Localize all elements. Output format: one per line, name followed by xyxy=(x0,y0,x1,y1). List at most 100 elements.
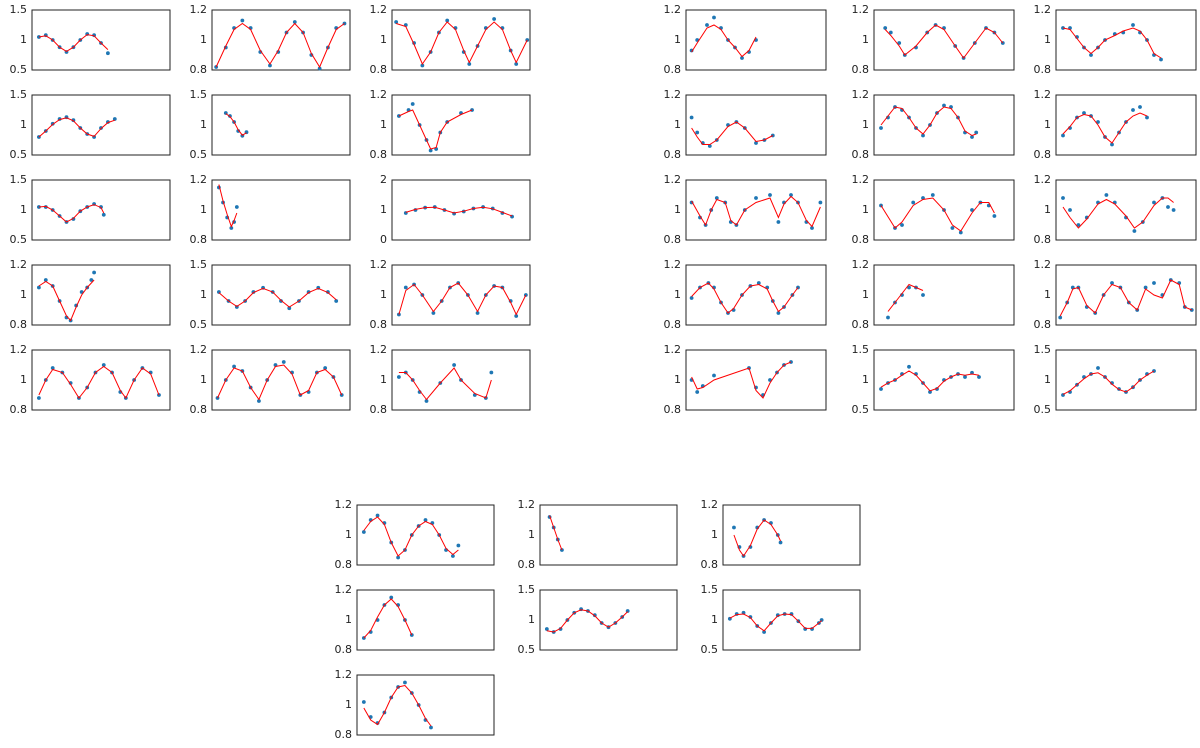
data-point xyxy=(229,226,234,230)
plot-frame xyxy=(1055,349,1197,411)
subplot: 0.8 1 1.2 xyxy=(1034,258,1197,331)
y-tick-label: 1.2 xyxy=(190,3,208,16)
y-tick-label: 0.8 xyxy=(10,403,28,416)
data-point xyxy=(810,226,814,230)
y-tick-label: 0.8 xyxy=(190,233,208,246)
data-point xyxy=(37,285,41,290)
subplot: 0.8 1 1.2 xyxy=(701,498,861,571)
y-tick-label: 0.8 xyxy=(1034,233,1052,246)
data-point xyxy=(1132,229,1137,233)
data-point xyxy=(234,205,239,209)
y-tick-label: 1 xyxy=(345,698,352,711)
y-tick-label: 1.2 xyxy=(1034,173,1052,186)
y-tick-label: 0.8 xyxy=(335,643,353,656)
model-line xyxy=(887,283,924,312)
data-point xyxy=(428,148,433,153)
data-point xyxy=(921,133,925,138)
data-point xyxy=(974,130,979,135)
data-point xyxy=(451,554,455,558)
data-point xyxy=(1131,23,1135,27)
model-line xyxy=(880,197,995,232)
y-tick-label: 0.8 xyxy=(852,63,870,76)
data-point xyxy=(1110,381,1114,385)
model-line xyxy=(1062,370,1155,395)
y-tick-label: 1.2 xyxy=(1034,3,1052,16)
data-point xyxy=(886,315,890,320)
y-tick-label: 0.8 xyxy=(370,148,388,161)
data-point xyxy=(287,306,292,311)
y-tick-label: 0.8 xyxy=(335,558,353,571)
y-tick-label: 0.8 xyxy=(1034,318,1052,331)
y-tick-label: 0.8 xyxy=(852,318,870,331)
data-point xyxy=(452,363,456,367)
plot-frame xyxy=(1055,264,1197,326)
data-point xyxy=(292,20,297,24)
data-point xyxy=(776,311,781,315)
plot-frame xyxy=(685,94,827,156)
model-line xyxy=(398,367,492,401)
y-tick-label: 1.2 xyxy=(10,258,28,271)
y-tick-label: 1.5 xyxy=(10,173,28,186)
data-point xyxy=(467,62,472,66)
y-tick-label: 1.2 xyxy=(664,88,682,101)
y-tick-label: 0.5 xyxy=(190,318,208,331)
y-tick-label: 1 xyxy=(674,288,681,301)
data-point xyxy=(907,364,911,369)
subplot: 0.8 1 1.2 xyxy=(335,583,495,656)
y-tick-label: 1 xyxy=(528,528,535,541)
data-point xyxy=(101,212,106,217)
subplot: 0.5 1 1.5 xyxy=(1034,343,1197,416)
data-point xyxy=(928,390,932,394)
data-point xyxy=(423,518,428,522)
data-point xyxy=(789,193,793,197)
y-tick-label: 0.8 xyxy=(1034,148,1052,161)
y-tick-label: 0.8 xyxy=(852,233,870,246)
subplot: 0.8 1 1.2 xyxy=(664,173,827,246)
subplot: 0.8 1 1.2 xyxy=(370,343,531,416)
plot-frame xyxy=(722,589,861,651)
y-tick-label: 1 xyxy=(380,288,387,301)
model-line xyxy=(1062,197,1174,229)
plot-frame xyxy=(391,9,531,71)
data-point xyxy=(99,205,103,209)
data-point xyxy=(514,62,519,66)
y-tick-label: 1 xyxy=(674,373,681,386)
plot-frame xyxy=(31,349,171,411)
y-tick-label: 1 xyxy=(200,118,207,131)
data-point xyxy=(707,144,712,148)
plot-frame xyxy=(211,9,351,71)
data-point xyxy=(1166,205,1170,209)
y-tick-label: 0.5 xyxy=(701,643,719,656)
data-point xyxy=(101,363,106,367)
data-point xyxy=(879,387,883,391)
data-point xyxy=(695,390,700,394)
plot-frame xyxy=(211,349,351,411)
y-tick-label: 1.5 xyxy=(1034,343,1052,356)
data-point xyxy=(475,311,480,315)
subplot: 0.8 1 1.2 xyxy=(370,88,531,161)
data-point xyxy=(334,299,339,303)
data-point xyxy=(883,26,888,30)
data-point xyxy=(963,375,967,379)
y-tick-label: 0.8 xyxy=(664,148,682,161)
plot-frame xyxy=(539,504,678,566)
model-line xyxy=(691,121,774,145)
data-point xyxy=(268,63,272,68)
model-line xyxy=(691,24,757,58)
subplot: 0.8 1 1.2 xyxy=(664,258,827,331)
data-point xyxy=(689,296,694,300)
plot-frame xyxy=(31,264,171,326)
data-point xyxy=(977,375,981,379)
model-line xyxy=(405,206,513,217)
y-tick-label: 1.2 xyxy=(664,258,682,271)
data-point xyxy=(257,399,261,403)
y-tick-label: 1 xyxy=(20,373,27,386)
data-point xyxy=(92,270,96,275)
data-point xyxy=(1096,366,1100,370)
data-point xyxy=(431,311,436,315)
y-tick-label: 0.5 xyxy=(10,148,28,161)
model-line xyxy=(363,598,413,639)
y-tick-label: 2 xyxy=(380,173,387,186)
y-tick-label: 0.8 xyxy=(370,63,388,76)
subplot: 0.5 1 1.5 xyxy=(190,88,351,161)
